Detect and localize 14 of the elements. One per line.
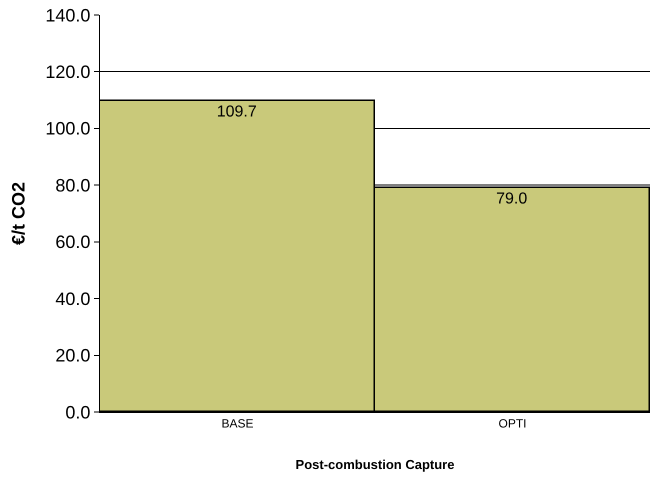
x-axis-title: Post-combustion Capture [296, 457, 454, 472]
y-tick-label: 80.0 [55, 175, 90, 196]
x-tick-label: BASE [221, 416, 254, 430]
y-axis-title: €/t CO2 [8, 182, 29, 246]
y-tick-label: 100.0 [45, 118, 90, 139]
data-label: 79.0 [496, 190, 528, 208]
x-tick-label: OPTI [498, 416, 527, 430]
y-tick-label: 120.0 [45, 62, 90, 82]
y-tick-label: 0.0 [65, 402, 90, 422]
y-tick-label: 140.0 [45, 5, 90, 26]
y-tick-label: 40.0 [55, 288, 90, 309]
y-tick-label: 60.0 [55, 232, 90, 252]
y-tick-label: 20.0 [55, 346, 90, 366]
data-label: 109.7 [216, 103, 257, 120]
